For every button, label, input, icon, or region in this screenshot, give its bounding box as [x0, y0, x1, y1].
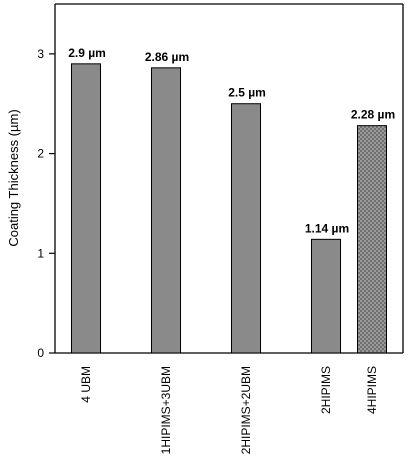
- axes: [54, 3, 404, 354]
- y-tick-label: 2: [37, 147, 44, 161]
- bar: [311, 238, 341, 354]
- bar-value-label: 2.86 µm: [145, 50, 189, 64]
- bars: [71, 63, 387, 354]
- category-label: 2HIPIMS: [319, 366, 333, 414]
- bar: [231, 103, 261, 354]
- bar: [357, 125, 387, 354]
- bar-labels: 2.9 µm 2.86 µm 2.5 µm 1.14 µm 2.28 µm: [68, 46, 395, 235]
- category-label: 4 UBM: [79, 366, 93, 403]
- bar: [151, 67, 181, 354]
- y-tick-label: 1: [37, 246, 44, 260]
- bar-value-label: 2.5 µm: [228, 86, 266, 100]
- bar-value-label: 2.9 µm: [68, 46, 106, 60]
- category-label: 2HIPIMS+2UBM: [239, 366, 253, 454]
- bar: [71, 63, 101, 354]
- y-axis-title: Coating Thickness (µm): [6, 109, 21, 246]
- y-tick-label: 0: [37, 346, 44, 360]
- y-ticks: 0 1 2 3: [37, 47, 55, 360]
- category-label: 1HIPIMS+3UBM: [159, 366, 173, 454]
- bar-value-label: 2.28 µm: [351, 108, 395, 122]
- y-tick-label: 3: [37, 47, 44, 61]
- category-label: 4HIPIMS: [365, 366, 379, 414]
- bar-value-label: 1.14 µm: [305, 221, 349, 235]
- category-labels: 4 UBM 1HIPIMS+3UBM 2HIPIMS+2UBM 2HIPIMS 4HIP…: [79, 366, 379, 454]
